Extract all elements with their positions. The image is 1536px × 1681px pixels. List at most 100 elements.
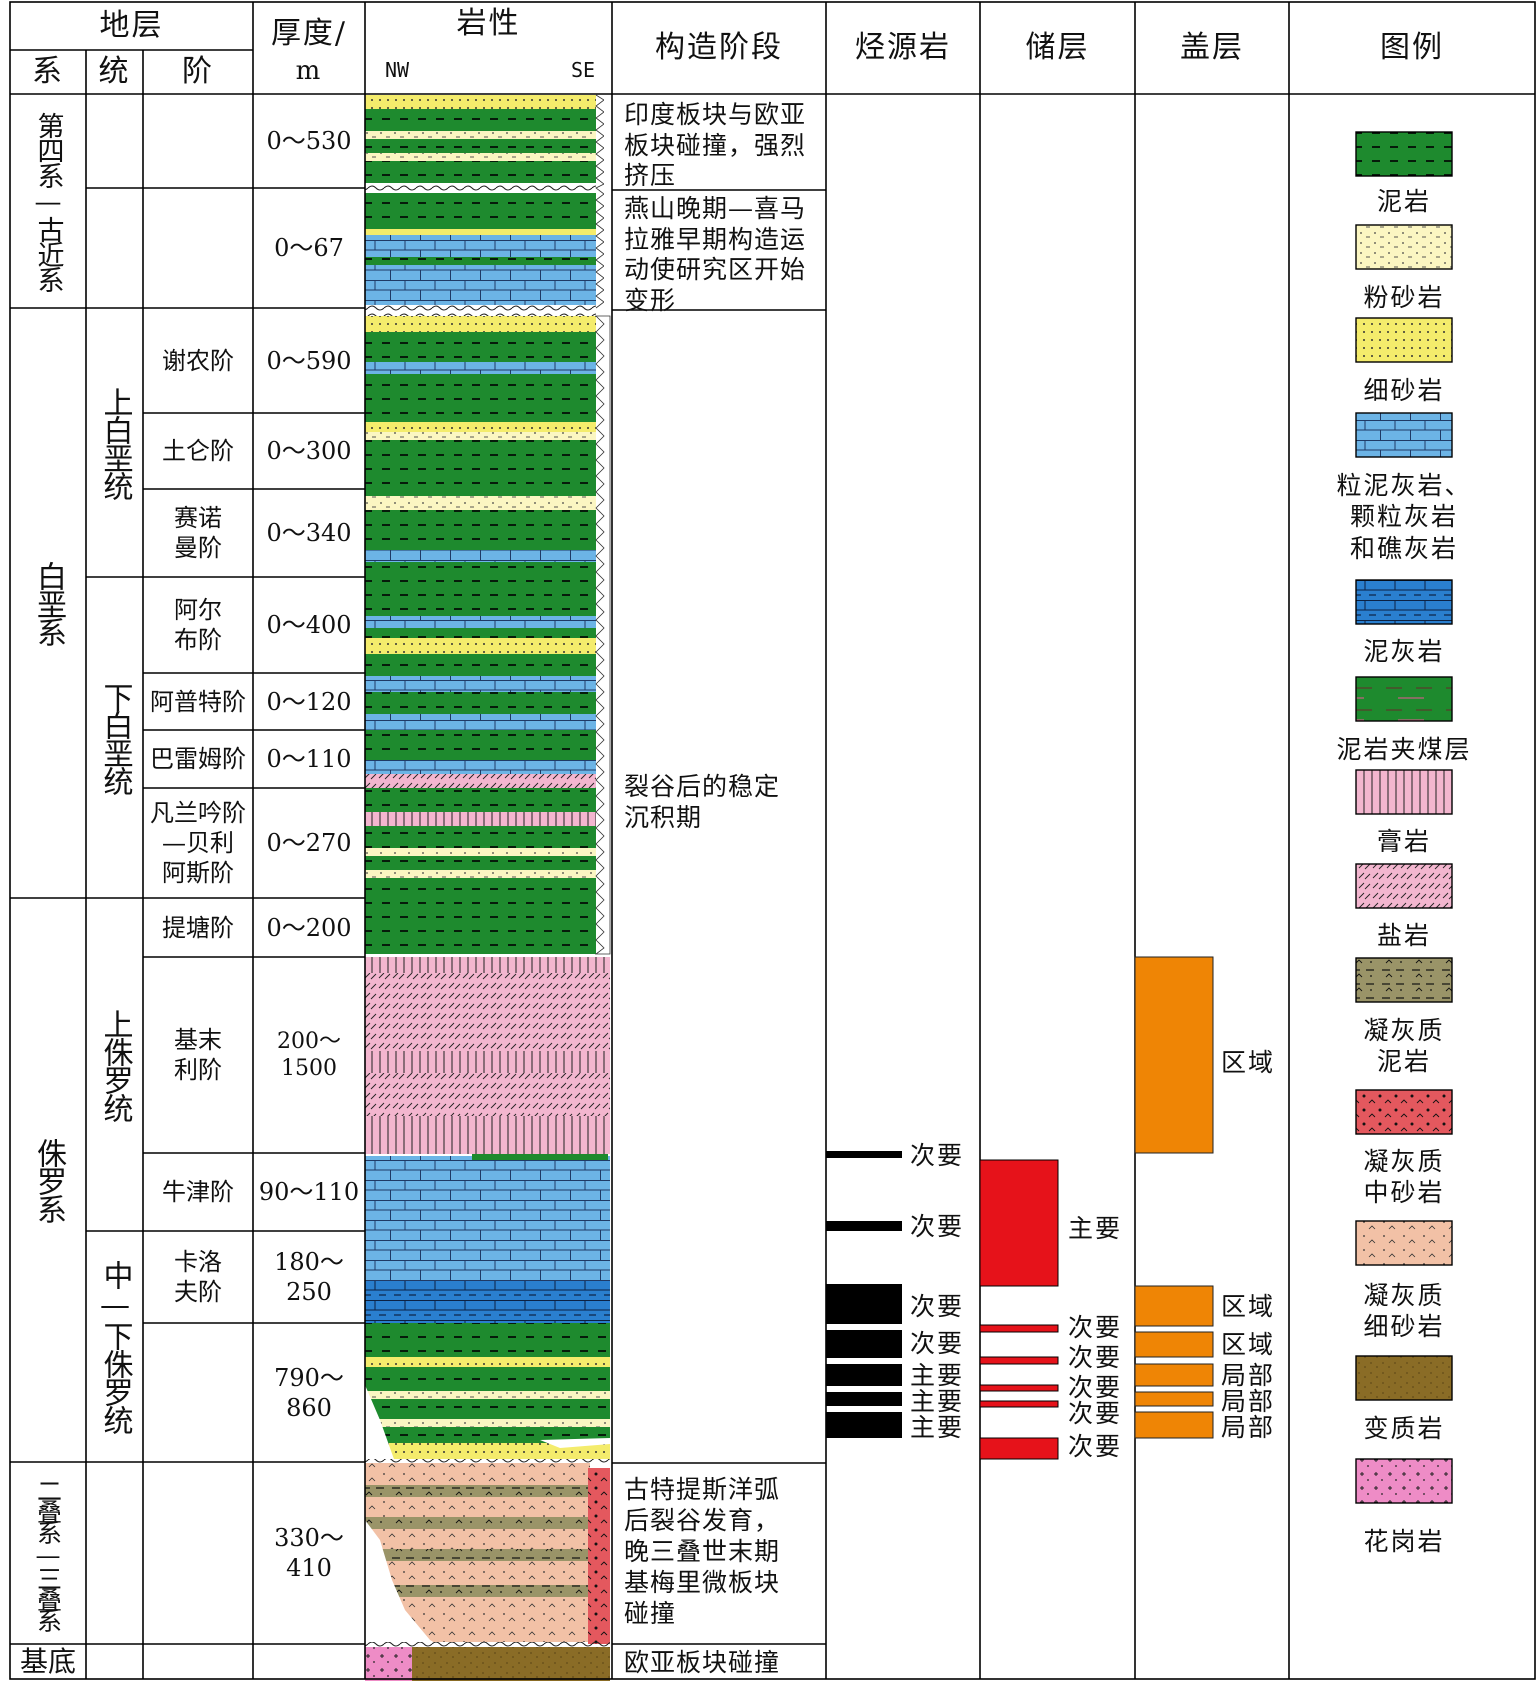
tectonic-stage-2: 燕山晚期—喜马 拉雅早期构造运 动使研究区开始 变形 xyxy=(624,194,806,316)
tectonic-stage-1-line: 板块碰撞，强烈 xyxy=(624,130,807,160)
tectonic-stage-4-line: 晚三叠世末期 xyxy=(624,1537,781,1566)
header-system: 系 xyxy=(32,54,64,90)
cap-bar-2 xyxy=(1134,1285,1214,1327)
series-upper-cretaceous: 上白垩统 xyxy=(97,386,133,499)
legend-label-limestone-line: 粒泥灰岩、 xyxy=(1336,471,1472,500)
tectonic-stage-4-line: 基梅里微板块 xyxy=(624,1568,781,1597)
tectonic-stage-3-line: 沉积期 xyxy=(624,802,703,832)
legend-label-granite: 花岗岩 xyxy=(1363,1527,1445,1556)
tectonic-stage-2-line: 变形 xyxy=(624,285,677,315)
source-bar-3 xyxy=(826,1284,902,1324)
source-bar-5 xyxy=(826,1364,902,1386)
stage-cenomanian: 谢农阶 xyxy=(162,346,234,375)
cap-bar-4 xyxy=(1134,1363,1214,1387)
legend-swatch-coal-mudstone xyxy=(1355,676,1453,722)
legend-swatch-salt xyxy=(1355,863,1453,909)
legend-label-limestone-line: 颗粒灰岩 xyxy=(1349,502,1458,532)
thickness-12: 90～110 xyxy=(258,1178,360,1206)
thickness-1: 0～530 xyxy=(266,127,352,155)
thickness-14: 790～860 xyxy=(274,1363,344,1422)
source-bar-2 xyxy=(826,1221,902,1231)
thickness-2: 0～67 xyxy=(274,234,344,262)
tectonic-stage-4-line: 后裂谷发育， xyxy=(624,1506,781,1535)
cap-label-1: 区域 xyxy=(1221,1048,1276,1077)
thickness-6: 0～400 xyxy=(266,611,352,639)
header-tectonic-stage: 构造阶段 xyxy=(655,30,783,66)
tectonic-stage-1-line: 印度板块与欧亚 xyxy=(624,100,807,129)
source-label-1: 次要 xyxy=(910,1141,965,1170)
header-lithology: 岩性 xyxy=(456,6,521,42)
header-thickness-unit: m xyxy=(295,55,323,86)
stage-tithonian: 提塘阶 xyxy=(162,913,234,942)
thickness-13: 180～250 xyxy=(274,1248,344,1306)
cap-bar-1 xyxy=(1134,956,1214,1154)
stage-oxfordian: 牛津阶 xyxy=(162,1178,234,1206)
stage-valanginian: 凡兰吟阶 —贝利 阿斯阶 xyxy=(150,799,246,887)
legend-label-tuff-mudstone-line: 凝灰质 xyxy=(1363,1016,1445,1045)
stage-callovian: 卡洛 夫阶 xyxy=(174,1248,222,1306)
reservoir-label-2: 次要 xyxy=(1068,1313,1123,1342)
reservoir-label-3: 次要 xyxy=(1068,1343,1123,1372)
cap-bar-5 xyxy=(1134,1391,1214,1407)
reservoir-bar-3 xyxy=(979,1356,1059,1365)
legend-swatch-fine-sandstone xyxy=(1355,317,1453,363)
legend-label-fine-sandstone: 细砂岩 xyxy=(1363,376,1445,405)
legend-swatch-siltstone xyxy=(1355,224,1453,270)
header-series: 统 xyxy=(98,54,131,90)
system-cretaceous: 白垩系 xyxy=(31,561,66,645)
lithology-column xyxy=(365,94,616,1681)
tectonic-stage-4-line: 碰撞 xyxy=(624,1599,677,1628)
source-label-4: 次要 xyxy=(910,1329,965,1358)
header-se: SE xyxy=(570,57,596,82)
source-bar-7 xyxy=(826,1412,902,1438)
system-quaternary-paleogene: 第四系—古近系 xyxy=(32,111,64,291)
legend-label-siltstone: 粉砂岩 xyxy=(1363,283,1445,312)
header-cap-rock: 盖层 xyxy=(1180,30,1244,66)
stage-barremian: 巴雷姆阶 xyxy=(150,745,246,773)
reservoir-bar-4 xyxy=(979,1384,1059,1392)
cap-label-2: 区域 xyxy=(1221,1292,1276,1321)
legend-label-tuff-fine-sandstone-line: 凝灰质 xyxy=(1363,1281,1445,1310)
source-rock-bars xyxy=(826,1151,902,1438)
header-legend: 图例 xyxy=(1380,30,1444,66)
stage-kimmeridgian: 基末 利阶 xyxy=(174,1026,222,1084)
source-label-2: 次要 xyxy=(910,1212,965,1241)
legend-label-gypsum: 膏岩 xyxy=(1376,827,1431,856)
legend-swatch-marl xyxy=(1355,579,1453,625)
series-middle-lower-jurassic: 中—下侏罗统 xyxy=(97,1260,133,1433)
tectonic-stage-5-line: 欧亚板块碰撞 xyxy=(624,1648,781,1677)
system-basement: 基底 xyxy=(19,1645,76,1678)
legend-label-coal-mudstone: 泥岩夹煤层 xyxy=(1336,735,1472,764)
source-label-7: 主要 xyxy=(910,1413,965,1442)
legend-swatch-gypsum xyxy=(1355,769,1453,815)
legend-label-tuff-fine-sandstone: 凝灰质 细砂岩 xyxy=(1304,1280,1504,1343)
system-jurassic: 侏罗系 xyxy=(31,1138,66,1222)
tectonic-stage-1: 印度板块与欧亚 板块碰撞，强烈 挤压 xyxy=(624,100,806,192)
reservoir-label-6: 次要 xyxy=(1068,1432,1123,1461)
source-bar-6 xyxy=(826,1392,902,1406)
source-bar-4 xyxy=(826,1330,902,1358)
legend-swatch-metamorphic xyxy=(1355,1355,1453,1401)
tectonic-stage-3: 裂谷后的稳定 沉积期 xyxy=(624,772,780,833)
source-label-5: 主要 xyxy=(910,1361,965,1390)
tectonic-stage-5: 欧亚板块碰撞 xyxy=(624,1648,780,1679)
reservoir-label-4: 次要 xyxy=(1068,1373,1123,1402)
legend-label-limestone-line: 和礁灰岩 xyxy=(1349,533,1458,563)
source-bar-1 xyxy=(826,1151,902,1158)
cap-bar-6 xyxy=(1134,1411,1214,1439)
system-permian-triassic: 二叠系—三叠系 xyxy=(33,1477,63,1629)
thickness-15: 330～410 xyxy=(274,1524,344,1582)
thickness-11: 200～1500 xyxy=(277,1028,341,1082)
cap-label-5: 局部 xyxy=(1221,1387,1276,1416)
tectonic-stage-3-line: 裂谷后的稳定 xyxy=(624,772,781,801)
stage-aptian: 阿普特阶 xyxy=(150,687,246,716)
legend-swatch-tuff-medium-sandstone xyxy=(1355,1089,1453,1135)
legend-label-limestone: 粒泥灰岩、 颗粒灰岩 和礁灰岩 xyxy=(1304,470,1504,564)
legend-label-tuff-fine-sandstone-line: 细砂岩 xyxy=(1363,1312,1445,1342)
legend-label-tuff-medium-sandstone: 凝灰质 中砂岩 xyxy=(1304,1146,1504,1209)
reservoir-bar-1 xyxy=(979,1159,1059,1287)
legend-label-marl: 泥灰岩 xyxy=(1363,637,1445,666)
legend-label-tuff-medium-sandstone-line: 凝灰质 xyxy=(1363,1147,1445,1176)
reservoir-bars xyxy=(979,1159,1059,1460)
